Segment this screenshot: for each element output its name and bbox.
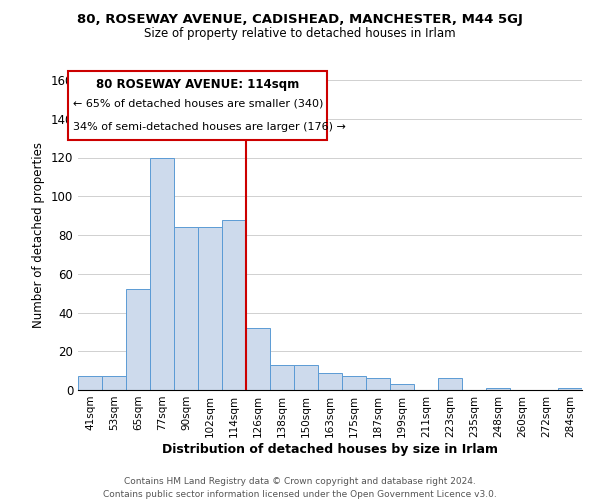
Bar bbox=[366, 378, 390, 390]
Bar bbox=[438, 378, 462, 390]
Bar bbox=[198, 227, 222, 390]
X-axis label: Distribution of detached houses by size in Irlam: Distribution of detached houses by size … bbox=[162, 442, 498, 456]
Bar bbox=[270, 365, 294, 390]
Text: 80 ROSEWAY AVENUE: 114sqm: 80 ROSEWAY AVENUE: 114sqm bbox=[96, 78, 299, 92]
Bar bbox=[78, 376, 102, 390]
Bar bbox=[558, 388, 582, 390]
Text: ← 65% of detached houses are smaller (340): ← 65% of detached houses are smaller (34… bbox=[73, 98, 323, 108]
Bar bbox=[318, 372, 342, 390]
Bar bbox=[342, 376, 366, 390]
Text: Size of property relative to detached houses in Irlam: Size of property relative to detached ho… bbox=[144, 28, 456, 40]
Text: Contains public sector information licensed under the Open Government Licence v3: Contains public sector information licen… bbox=[103, 490, 497, 499]
Text: 34% of semi-detached houses are larger (176) →: 34% of semi-detached houses are larger (… bbox=[73, 122, 346, 132]
Text: Contains HM Land Registry data © Crown copyright and database right 2024.: Contains HM Land Registry data © Crown c… bbox=[124, 478, 476, 486]
Bar bbox=[222, 220, 246, 390]
Bar bbox=[126, 289, 150, 390]
Text: 80, ROSEWAY AVENUE, CADISHEAD, MANCHESTER, M44 5GJ: 80, ROSEWAY AVENUE, CADISHEAD, MANCHESTE… bbox=[77, 12, 523, 26]
Bar bbox=[246, 328, 270, 390]
Bar bbox=[102, 376, 126, 390]
Bar bbox=[150, 158, 174, 390]
Y-axis label: Number of detached properties: Number of detached properties bbox=[32, 142, 45, 328]
Bar bbox=[486, 388, 510, 390]
FancyBboxPatch shape bbox=[68, 70, 328, 140]
Bar bbox=[294, 365, 318, 390]
Bar bbox=[390, 384, 414, 390]
Bar bbox=[174, 227, 198, 390]
